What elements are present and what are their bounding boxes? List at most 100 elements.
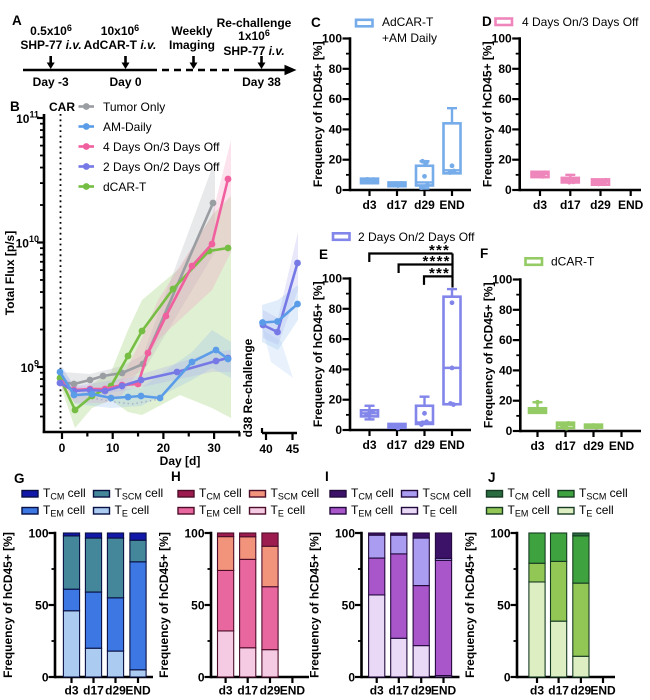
svg-text:d29: d29 — [411, 684, 432, 698]
svg-text:AdCAR-T i.v.: AdCAR-T i.v. — [84, 38, 157, 52]
svg-text:50: 50 — [342, 599, 356, 613]
svg-text:20: 20 — [329, 153, 343, 167]
svg-text:2 Days On/2 Days Off: 2 Days On/2 Days Off — [358, 230, 475, 244]
svg-text:0: 0 — [335, 183, 342, 197]
svg-text:100: 100 — [335, 527, 355, 541]
svg-text:AdCAR-T: AdCAR-T — [382, 15, 434, 29]
svg-text:d29: d29 — [583, 439, 604, 453]
svg-text:d17: d17 — [388, 684, 409, 698]
svg-text:dCAR-T: dCAR-T — [103, 180, 147, 194]
svg-text:d29: d29 — [105, 684, 126, 698]
svg-text:****: **** — [423, 253, 451, 270]
svg-text:0: 0 — [505, 183, 512, 197]
svg-text:TE cell: TE cell — [423, 503, 458, 519]
svg-text:0: 0 — [42, 671, 49, 685]
svg-text:TEM cell: TEM cell — [43, 503, 85, 519]
svg-text:d17: d17 — [548, 684, 569, 698]
svg-text:D: D — [482, 14, 492, 29]
svg-text:TEM cell: TEM cell — [351, 503, 393, 519]
svg-text:Frequency of hCD45+ [%]: Frequency of hCD45+ [%] — [481, 41, 495, 187]
svg-text:d29: d29 — [414, 438, 435, 452]
svg-text:50: 50 — [191, 599, 205, 613]
svg-text:10: 10 — [106, 441, 120, 455]
svg-text:d29: d29 — [590, 198, 611, 212]
svg-text:20: 20 — [499, 394, 513, 408]
svg-text:Frequency of hCD45+ [%]: Frequency of hCD45+ [%] — [481, 282, 495, 428]
svg-text:END: END — [280, 684, 306, 698]
svg-text:0: 0 — [506, 424, 513, 438]
svg-text:Tumor Only: Tumor Only — [103, 100, 165, 114]
svg-text:0: 0 — [504, 671, 511, 685]
svg-text:CAR: CAR — [49, 100, 75, 114]
svg-text:B: B — [10, 99, 20, 114]
svg-text:20: 20 — [329, 393, 343, 407]
svg-text:dCAR-T: dCAR-T — [551, 255, 595, 269]
svg-text:100: 100 — [322, 272, 342, 286]
svg-text:100: 100 — [492, 273, 512, 287]
svg-text:TSCM cell: TSCM cell — [271, 486, 320, 502]
svg-text:80: 80 — [329, 302, 343, 316]
svg-text:0.5x106: 0.5x106 — [30, 23, 72, 38]
svg-text:d3: d3 — [362, 198, 376, 212]
svg-text:Frequency of hCD45+ [%]: Frequency of hCD45+ [%] — [308, 532, 322, 678]
svg-text:+AM Daily: +AM Daily — [382, 31, 437, 45]
svg-text:45: 45 — [286, 442, 300, 456]
svg-text:50: 50 — [497, 599, 511, 613]
svg-text:Re-challenge: Re-challenge — [217, 16, 292, 30]
svg-text:TCM cell: TCM cell — [199, 486, 242, 502]
svg-text:60: 60 — [498, 92, 512, 106]
svg-text:F: F — [480, 246, 488, 261]
svg-text:d3: d3 — [370, 684, 384, 698]
svg-text:Frequency of hCD45+ [%]: Frequency of hCD45+ [%] — [463, 532, 477, 678]
svg-text:Day -3: Day -3 — [33, 75, 69, 89]
svg-text:20: 20 — [498, 153, 512, 167]
svg-text:10x106: 10x106 — [101, 23, 139, 38]
svg-text:100: 100 — [28, 527, 48, 541]
svg-text:d17: d17 — [555, 439, 576, 453]
svg-text:0: 0 — [348, 671, 355, 685]
svg-text:AM-Daily: AM-Daily — [103, 120, 152, 134]
svg-text:Frequency of hCD45+ [%]: Frequency of hCD45+ [%] — [311, 41, 325, 187]
svg-text:0: 0 — [198, 671, 205, 685]
svg-text:60: 60 — [329, 332, 343, 346]
svg-text:TE cell: TE cell — [115, 503, 150, 519]
svg-text:d17: d17 — [83, 684, 104, 698]
svg-text:END: END — [125, 684, 151, 698]
svg-text:2 Days On/2 Days Off: 2 Days On/2 Days Off — [103, 160, 220, 174]
svg-text:d3: d3 — [64, 684, 78, 698]
svg-text:Frequency of hCD45+ [%]: Frequency of hCD45+ [%] — [311, 281, 325, 427]
svg-text:Day [d]: Day [d] — [160, 454, 201, 468]
svg-text:Weekly: Weekly — [171, 24, 212, 38]
svg-text:4 Days On/3 Days Off: 4 Days On/3 Days Off — [522, 15, 639, 29]
svg-text:40: 40 — [259, 442, 273, 456]
svg-text:END: END — [439, 438, 465, 452]
svg-text:d3: d3 — [219, 684, 233, 698]
svg-text:TCM cell: TCM cell — [43, 486, 86, 502]
svg-text:SHP-77 i.v.: SHP-77 i.v. — [223, 44, 284, 58]
svg-text:1x106: 1x106 — [238, 28, 270, 43]
svg-text:END: END — [590, 684, 616, 698]
svg-text:A: A — [12, 13, 22, 28]
svg-text:80: 80 — [499, 303, 513, 317]
svg-text:d17: d17 — [560, 198, 581, 212]
svg-text:d3: d3 — [362, 438, 376, 452]
svg-text:d17: d17 — [387, 438, 408, 452]
svg-text:100: 100 — [184, 527, 204, 541]
svg-text:40: 40 — [329, 362, 343, 376]
svg-text:Imaging: Imaging — [169, 38, 215, 52]
svg-text:40: 40 — [329, 122, 343, 136]
svg-text:d3: d3 — [533, 198, 547, 212]
svg-text:d17: d17 — [237, 684, 258, 698]
svg-text:SHP-77 i.v.: SHP-77 i.v. — [20, 38, 81, 52]
svg-text:d38 Re-challenge: d38 Re-challenge — [241, 338, 255, 437]
svg-text:100: 100 — [492, 32, 512, 46]
svg-text:30: 30 — [207, 441, 221, 455]
svg-text:Frequency of hCD45+ [%]: Frequency of hCD45+ [%] — [1, 532, 15, 678]
svg-text:END: END — [439, 198, 465, 212]
svg-text:TCM cell: TCM cell — [508, 486, 551, 502]
svg-text:I: I — [325, 469, 329, 484]
svg-text:Day 0: Day 0 — [109, 75, 141, 89]
svg-text:END: END — [618, 198, 644, 212]
svg-text:***: *** — [429, 265, 450, 282]
svg-text:TCM cell: TCM cell — [351, 486, 394, 502]
